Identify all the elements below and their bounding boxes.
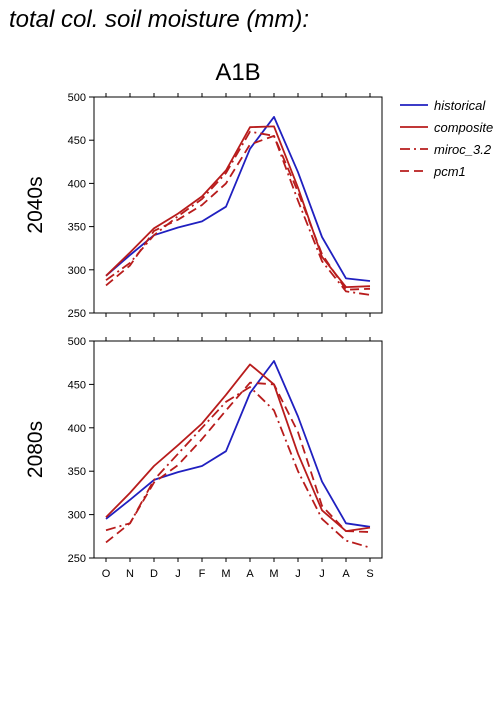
legend-label-pcm1: pcm1 xyxy=(433,164,466,179)
y-tick-label: 450 xyxy=(68,135,86,147)
y-tick-label: 300 xyxy=(68,265,86,277)
series-line-pcm1 xyxy=(105,381,371,544)
panel-2080s: 250 300 350 400 450 500 O N D J F M A M J J A S 2080s xyxy=(24,336,383,580)
y-tick-label: 300 xyxy=(68,510,86,522)
x-tick-label: J xyxy=(295,568,301,580)
y-tick-label: 500 xyxy=(68,92,86,104)
y-tick-label: 250 xyxy=(68,553,86,565)
y-tick-label: 350 xyxy=(68,222,86,234)
panel-frame xyxy=(93,96,383,314)
legend-label-historical: historical xyxy=(434,98,486,113)
x-tick-label: M xyxy=(221,568,230,580)
x-tick-label: A xyxy=(342,568,350,580)
x-tick-label: M xyxy=(269,568,278,580)
series-line-miroc_3.2 xyxy=(105,130,371,296)
x-tick-label: J xyxy=(319,568,325,580)
x-tick-label: D xyxy=(150,568,158,580)
y-tick-label: 400 xyxy=(68,178,86,190)
panel-2040s: 250 300 350 400 450 500 2040s xyxy=(24,92,383,320)
y-tick-label: 250 xyxy=(68,308,86,320)
x-tick-label: J xyxy=(175,568,181,580)
y-tick-label: 450 xyxy=(68,379,86,391)
panel-label: 2040s xyxy=(24,176,47,233)
series-line-composite xyxy=(105,125,371,289)
x-tick-label: A xyxy=(246,568,254,580)
x-tick-label: F xyxy=(199,568,206,580)
panel-frame xyxy=(93,340,383,559)
x-tick-label: S xyxy=(366,568,373,580)
x-tick-label: O xyxy=(102,568,111,580)
y-tick-label: 400 xyxy=(68,423,86,435)
series-line-miroc_3.2 xyxy=(105,386,371,549)
page-title: total col. soil moisture (mm): xyxy=(9,6,310,33)
y-tick-label: 350 xyxy=(68,466,86,478)
series-line-composite xyxy=(105,363,371,532)
panel-label: 2080s xyxy=(24,421,47,478)
chart-legend: historical composite miroc_3.2 pcm1 xyxy=(400,98,493,179)
legend-label-composite: composite xyxy=(434,120,493,135)
chart-title: A1B xyxy=(215,59,260,86)
chart-panels: 250 300 350 400 450 500 2040s 250 300 350 400 450 50… xyxy=(24,92,383,580)
series-line-historical xyxy=(105,116,371,282)
series-line-pcm1 xyxy=(105,134,371,291)
x-tick-label: N xyxy=(126,568,134,580)
series-line-historical xyxy=(105,360,371,528)
y-tick-label: 500 xyxy=(68,336,86,348)
legend-label-miroc_3.2: miroc_3.2 xyxy=(434,142,492,157)
